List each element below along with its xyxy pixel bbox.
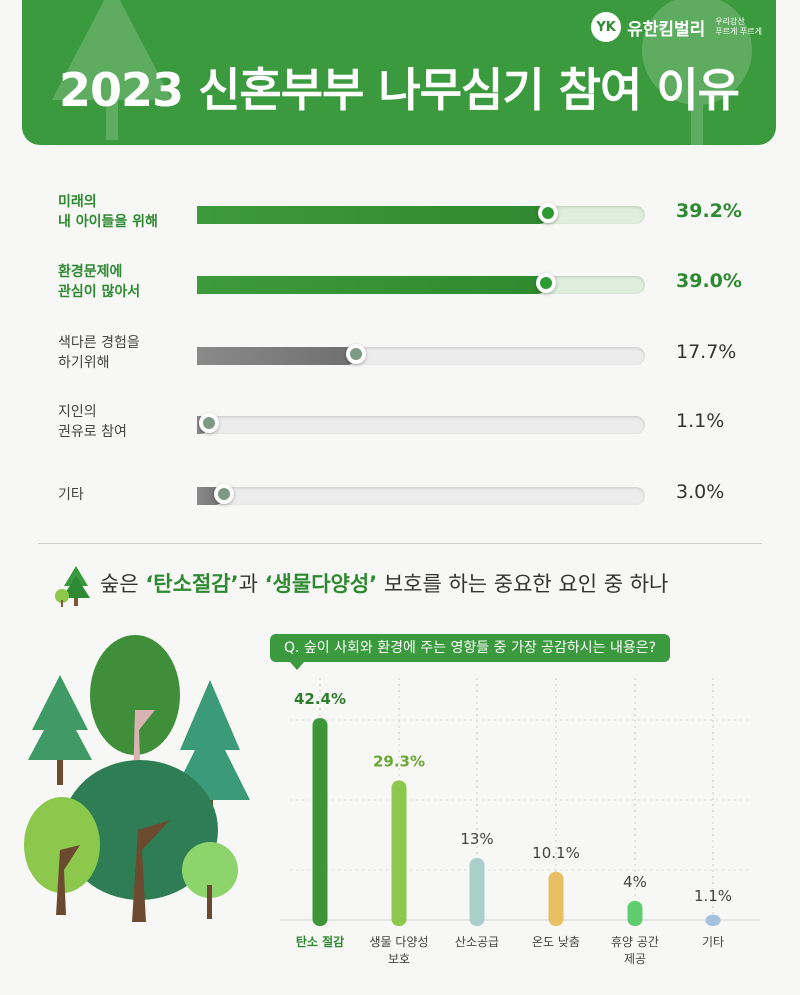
- brand-name: 유한킴벌리: [627, 19, 706, 40]
- reason-label-line1: 지인의: [58, 404, 97, 420]
- reason-bar-track: [197, 203, 645, 224]
- impact-value-label: 1.1%: [694, 887, 732, 905]
- section-subheading: 숲은 ‘탄소절감’과 ‘생물다양성’ 보호를 하는 중요한 요인 중 하나: [100, 568, 668, 598]
- reason-bar-track: [197, 413, 645, 434]
- subhead-emphasis-biodiversity: ‘생물다양성’: [264, 572, 378, 596]
- impact-bar: [705, 914, 721, 926]
- subhead-prefix: 숲은: [100, 572, 146, 596]
- round-tree-big: [62, 760, 218, 922]
- impact-bar: [469, 858, 485, 926]
- impact-category-label: 생물 다양성: [369, 935, 428, 949]
- brand-logo: YK: [591, 12, 622, 42]
- impact-category-label: 온도 낮춤: [532, 935, 580, 949]
- impact-category-label: 산소공급: [455, 935, 499, 949]
- pine-tree-left: [28, 675, 92, 785]
- reason-bar-marker: [536, 273, 557, 293]
- impact-category-label: 기타: [702, 935, 724, 949]
- brand-slogan-line1: 우리강산: [715, 17, 745, 26]
- reason-label-line1: 미래의: [58, 194, 97, 210]
- impact-value-label: 10.1%: [532, 844, 580, 862]
- reason-value: 39.0%: [676, 270, 742, 292]
- reason-label-line2: 관심이 많아서: [58, 284, 141, 300]
- impact-value-label: 4%: [623, 873, 647, 891]
- impact-value-label: 29.3%: [373, 753, 425, 771]
- impact-category-label: 휴양 공간: [611, 935, 659, 949]
- reason-value: 3.0%: [676, 481, 725, 503]
- impact-bar: [312, 718, 328, 926]
- reason-label: 기타: [58, 485, 198, 505]
- reason-bar-marker: [213, 484, 234, 504]
- round-tree-small-left: [24, 797, 100, 915]
- reason-bar-marker: [199, 413, 219, 433]
- reason-bar-track: [197, 273, 645, 294]
- reason-value: 1.1%: [676, 410, 725, 432]
- reason-label-line2: 내 아이들을 위해: [58, 214, 158, 230]
- subhead-suffix: 보호를 하는 중요한 요인 중 하나: [377, 572, 669, 596]
- forest-illustration: [24, 635, 250, 922]
- reason-bar-fill: [197, 206, 549, 224]
- page-title: 2023 신혼부부 나무심기 참여 이유: [59, 63, 740, 117]
- round-tree-small-right: [182, 842, 238, 919]
- brand-slogan: 우리강산 푸르게 푸르게: [715, 17, 762, 37]
- section-divider: [38, 543, 762, 544]
- reason-label-line1: 기타: [58, 487, 84, 503]
- subhead-middle: 과: [238, 572, 265, 596]
- impact-bar: [391, 780, 407, 926]
- reason-bar-track: [197, 484, 645, 505]
- reason-value: 17.7%: [676, 341, 737, 363]
- background-tree-icon: [52, 0, 172, 140]
- subhead-emphasis-carbon: ‘탄소절감’: [145, 572, 239, 596]
- tree-icon: [55, 566, 90, 607]
- impact-bar: [627, 900, 643, 926]
- reason-row: 기타 3.0%: [0, 473, 800, 525]
- impact-category-label: 제공: [624, 952, 646, 966]
- brand-block: YK 유한킴벌리 우리강산 푸르게 푸르게: [591, 12, 762, 42]
- brand-slogan-line2: 푸르게 푸르게: [715, 27, 762, 36]
- reason-bar-marker: [345, 344, 366, 364]
- impact-value-label: 13%: [460, 830, 493, 848]
- reason-label-line2: 권유로 참여: [58, 424, 127, 440]
- background-tree-icon: [642, 0, 752, 145]
- reason-bar-fill: [197, 347, 356, 365]
- impact-category-label: 탄소 절감: [296, 934, 344, 949]
- reason-label-line1: 환경문제에: [58, 264, 123, 280]
- header-banner: YK 유한킴벌리 우리강산 푸르게 푸르게 2023 신혼부부 나무심기 참여 …: [22, 0, 776, 145]
- question-box: Q. 숲이 사회와 환경에 주는 영향들 중 가장 공감하시는 내용은?: [270, 634, 671, 670]
- reason-value: 39.2%: [676, 200, 742, 222]
- impact-value-label: 42.4%: [294, 690, 346, 708]
- reason-bar-marker: [538, 203, 559, 223]
- reason-bar-track: [197, 344, 645, 365]
- reason-bar-fill: [197, 276, 547, 294]
- impact-category-label: 보호: [388, 952, 410, 966]
- reason-label-line2: 하기위해: [58, 355, 110, 371]
- reason-label-line1: 색다른 경험을: [58, 335, 140, 351]
- impact-bar: [548, 871, 564, 926]
